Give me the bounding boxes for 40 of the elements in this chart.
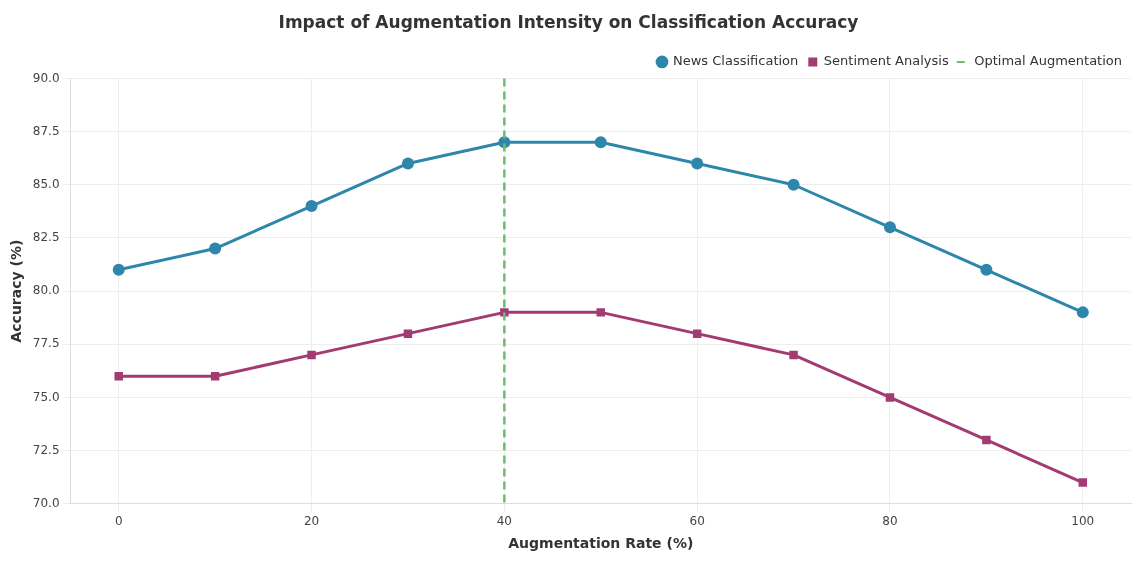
y-tick-label: 82.5 [32, 230, 60, 245]
point [305, 200, 318, 213]
x-tick-label: 0 [114, 514, 123, 529]
legend-label: News Classification [673, 53, 799, 69]
y-tick-label: 72.5 [32, 442, 60, 457]
point [112, 263, 125, 276]
x-tick-label: 20 [303, 514, 320, 529]
point [980, 263, 993, 276]
point [596, 308, 605, 317]
point [692, 329, 702, 338]
y-tick-label: 77.5 [32, 336, 60, 351]
point [209, 242, 222, 255]
x-tick-label: 40 [496, 514, 512, 529]
y-tick-label: 90.0 [32, 70, 60, 85]
x-tick-label: 60 [689, 514, 705, 529]
point [1076, 306, 1089, 319]
point [114, 371, 123, 381]
legend-label: Optimal Augmentation [974, 53, 1123, 69]
point [883, 221, 896, 234]
point [691, 157, 704, 170]
y-tick-label: 80.0 [32, 283, 60, 298]
y-tick-label: 87.5 [32, 123, 60, 138]
point [885, 393, 895, 402]
point [1078, 478, 1088, 487]
point [403, 329, 413, 338]
legend-label: Sentiment Analysis [823, 53, 949, 69]
x-axis-title: Augmentation Rate (%) [508, 535, 694, 552]
x-tick-label: 80 [882, 514, 898, 529]
x-tick-label: 100 [1071, 514, 1095, 529]
point [982, 435, 991, 445]
point [307, 350, 316, 360]
point [789, 350, 798, 360]
y-tick-label: 70.0 [32, 495, 60, 510]
y-axis-title: Accuracy (%) [8, 239, 25, 343]
y-tick-label: 85.0 [32, 176, 60, 191]
chart-title: Impact of Augmentation Intensity on Classification Accuracy [278, 11, 859, 32]
point [401, 157, 414, 170]
point [594, 136, 607, 149]
y-tick-label: 75.0 [32, 389, 60, 404]
point [787, 178, 800, 191]
